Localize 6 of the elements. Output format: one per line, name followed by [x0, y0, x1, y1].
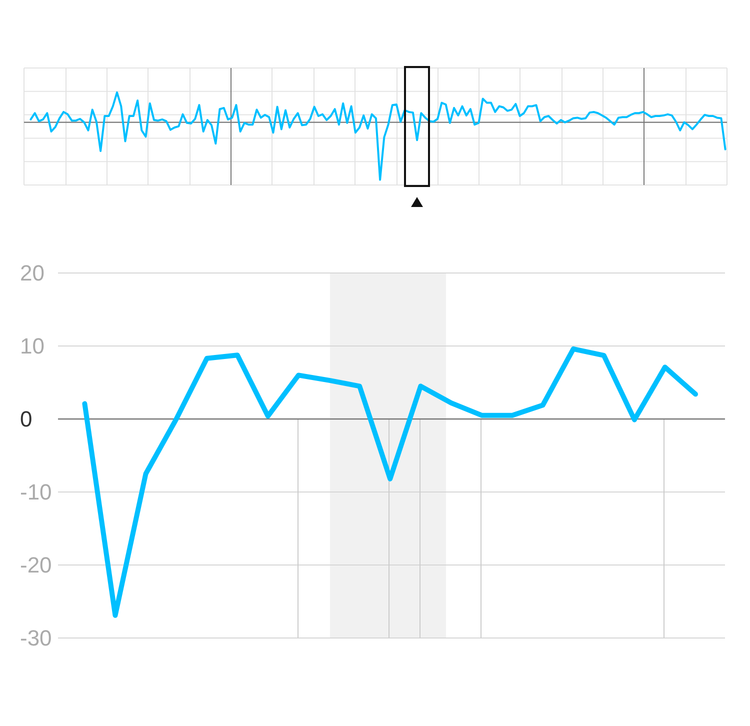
y-tick-label: -10 — [20, 480, 52, 504]
y-tick-label: -20 — [20, 552, 52, 578]
y-tick-label: 10 — [20, 334, 44, 358]
y-tick-label: 0 — [20, 406, 32, 432]
y-tick-label: 20 — [20, 260, 44, 286]
y-tick-label: -30 — [20, 626, 52, 650]
